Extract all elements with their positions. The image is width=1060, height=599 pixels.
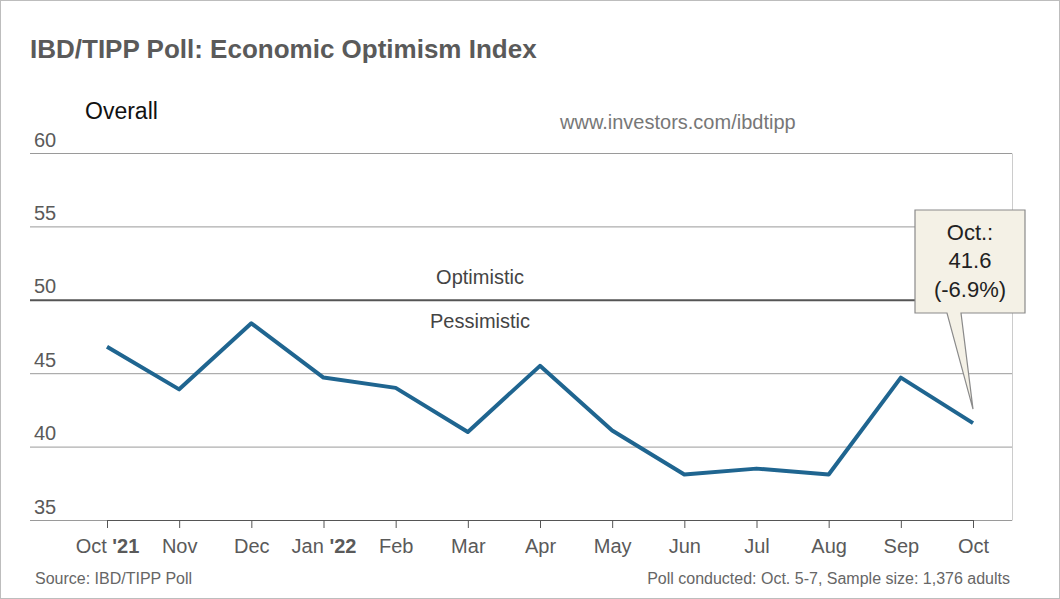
grid-line: [30, 373, 1012, 374]
y-axis: 35 40 45 50 55 60: [30, 129, 1013, 521]
grid-line: [30, 520, 1012, 521]
plot-area: [107, 323, 973, 474]
x-tick: Aug: [811, 520, 847, 557]
y-tick: 45: [30, 349, 1012, 374]
x-tick-mark: [684, 520, 685, 528]
callout-box: [915, 210, 1025, 409]
x-tick: Sep: [884, 520, 920, 557]
annotation-value: 41.6: [949, 248, 992, 273]
grid-line: [30, 299, 1012, 301]
x-tick-mark: [324, 520, 325, 528]
data-line: [107, 323, 973, 474]
chart: IBD/TIPP Poll: Economic Optimism Index Ov…: [0, 0, 1060, 599]
x-tick-label: Apr: [525, 535, 556, 557]
url: www.investors.com/ibdtipp: [559, 111, 796, 133]
zone-label: Optimistic: [436, 266, 524, 288]
grid-line: [30, 226, 1012, 227]
x-tick-label: Oct: [958, 535, 990, 557]
zone-label: Pessimistic: [430, 310, 530, 332]
x-tick-label: Aug: [811, 535, 847, 557]
x-tick-mark: [612, 520, 613, 528]
x-tick: Mar: [451, 520, 486, 557]
x-tick-label: Sep: [884, 535, 920, 557]
x-tick: Oct: [958, 520, 990, 557]
x-tick-label: Dec: [234, 535, 270, 557]
x-tick-mark: [973, 520, 974, 528]
y-tick-label: 35: [34, 496, 56, 518]
grid-line: [30, 153, 1012, 154]
y-tick: 55: [30, 202, 1012, 227]
x-tick-mark: [901, 520, 902, 528]
x-tick-label: Feb: [379, 535, 413, 557]
y-tick-label: 60: [34, 129, 56, 151]
x-tick: Feb: [379, 520, 413, 557]
x-tick-mark: [829, 520, 830, 528]
x-tick-mark: [179, 520, 180, 528]
x-tick-label: Jul: [744, 535, 770, 557]
x-tick-mark: [107, 520, 108, 528]
x-tick: Dec: [234, 520, 270, 557]
subtitle: Overall: [85, 98, 158, 124]
x-tick-label: Jan '22: [292, 535, 357, 557]
note: Poll conducted: Oct. 5-7, Sample size: 1…: [647, 570, 1010, 587]
annotation: Oct.: 41.6 (-6.9%): [915, 210, 1025, 409]
x-tick: Jan '22: [292, 520, 357, 557]
x-tick-mark: [757, 520, 758, 528]
x-tick-mark: [396, 520, 397, 528]
annotation-label: Oct.:: [947, 220, 993, 245]
y-tick-label: 40: [34, 422, 56, 444]
x-axis: Oct '21 Nov Dec Jan '22 Feb Mar Apr May Jun Jul Au…: [76, 520, 990, 557]
source: Source: IBD/TIPP Poll: [35, 570, 192, 587]
x-tick-mark: [251, 520, 252, 528]
x-tick-mark: [540, 520, 541, 528]
x-tick: Jun: [669, 520, 701, 557]
x-tick-label: Jun: [669, 535, 701, 557]
x-tick-label: May: [594, 535, 632, 557]
y-axis-line: [1012, 154, 1013, 521]
y-tick: 60: [30, 129, 1012, 154]
x-tick-mark: [468, 520, 469, 528]
y-tick-label: 50: [34, 275, 56, 297]
annotation-change: (-6.9%): [934, 277, 1006, 302]
x-tick-label: Mar: [451, 535, 486, 557]
x-tick: Oct '21: [76, 520, 140, 557]
y-tick-label: 55: [34, 202, 56, 224]
title: IBD/TIPP Poll: Economic Optimism Index: [30, 34, 537, 64]
frame: [1, 1, 1060, 599]
x-tick-label: Nov: [162, 535, 198, 557]
x-tick-label: Oct '21: [76, 535, 140, 557]
y-tick: 35: [30, 496, 1012, 521]
x-tick: Jul: [744, 520, 770, 557]
x-tick: May: [594, 520, 632, 557]
x-tick: Apr: [525, 520, 556, 557]
x-tick: Nov: [162, 520, 198, 557]
y-tick-label: 45: [34, 349, 56, 371]
grid-line: [30, 447, 1012, 448]
